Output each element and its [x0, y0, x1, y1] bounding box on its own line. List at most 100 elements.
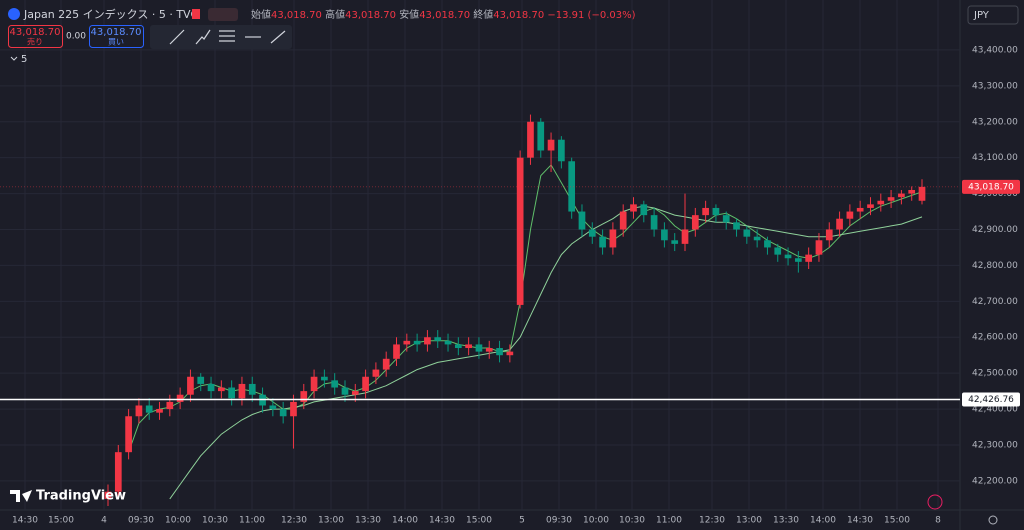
x-tick-label: 13:30 — [355, 516, 381, 526]
toolbar-icons[interactable] — [169, 29, 286, 45]
candle-body — [341, 387, 349, 395]
candle-body — [795, 258, 802, 262]
buy-price: 43,018.70 — [91, 27, 142, 38]
candle-body — [362, 376, 369, 392]
x-tick-label: 14:30 — [12, 516, 38, 526]
candle-body — [609, 229, 617, 248]
x-tick-label: 14:30 — [429, 516, 455, 526]
candle-body — [217, 387, 225, 392]
candle-body — [815, 240, 823, 255]
y-tick-label: 42,400.00 — [972, 405, 1018, 415]
y-tick-label: 43,000.00 — [972, 189, 1018, 199]
candle-body — [558, 139, 565, 162]
candle-body — [537, 121, 545, 151]
x-tick-label: 12:30 — [699, 516, 725, 526]
candle-body — [506, 351, 514, 356]
axes: 42,200.00 42,300.00 42,400.00 42,500.00 42,6… — [12, 45, 1020, 526]
buy-button[interactable] — [89, 25, 144, 48]
candle-body — [630, 204, 637, 212]
candle-body — [887, 197, 895, 201]
last-price-tag — [962, 179, 1020, 194]
y-tick-label: 42,700.00 — [972, 297, 1018, 307]
hline-tag — [962, 392, 1020, 407]
candle-body — [403, 340, 411, 345]
candle-body — [568, 161, 576, 212]
sell-price: 43,018.70 — [10, 27, 61, 38]
candle-body — [238, 383, 246, 399]
candle-body — [145, 405, 153, 413]
drawing-toolbar — [150, 25, 292, 49]
y-tick-label: 43,200.00 — [972, 117, 1018, 127]
candle-body — [867, 204, 874, 208]
candle-body — [712, 207, 720, 216]
candle-body — [393, 344, 400, 359]
candle-body — [279, 409, 287, 417]
candle-body — [248, 383, 256, 395]
symbol-icon — [8, 8, 20, 20]
sell-button[interactable] — [8, 25, 63, 48]
x-tick-label: 12:30 — [281, 516, 307, 526]
x-tick-label: 4 — [101, 516, 107, 526]
candle-body — [516, 157, 524, 305]
candle-body — [207, 383, 215, 392]
x-tick-label: 15:00 — [466, 516, 492, 526]
collapse-icon[interactable] — [10, 56, 18, 61]
candle-body — [805, 254, 813, 262]
candle-body — [176, 394, 184, 402]
ma-line — [128, 164, 923, 453]
y-tick-label: 42,800.00 — [972, 261, 1018, 271]
x-tick-label: 14:30 — [847, 516, 873, 526]
currency-box[interactable] — [967, 5, 1019, 25]
candle-body — [671, 240, 679, 244]
candle-body — [496, 348, 503, 356]
close-label: 終値 — [473, 8, 493, 21]
low: 43,018.70 — [419, 10, 470, 21]
sell-label: 売り — [27, 37, 43, 47]
last-price-label: 43,018.70 — [968, 182, 1014, 192]
y-tick-label: 42,500.00 — [972, 369, 1018, 379]
y-tick-label: 42,300.00 — [972, 440, 1018, 450]
hline-label: 42,426.76 — [968, 395, 1014, 405]
candle-body — [877, 200, 885, 205]
candle-body — [135, 405, 143, 417]
settings-icon[interactable] — [988, 515, 998, 525]
candle-body — [547, 139, 555, 151]
candle-body — [661, 229, 668, 241]
ohlc-line: 始値43,018.70 高値43,018.70 安値43,018.70 終値43… — [251, 8, 636, 21]
candle-body — [444, 340, 452, 345]
y-tick-label: 43,400.00 — [972, 45, 1018, 55]
candle-body — [846, 211, 854, 219]
candle-body — [269, 405, 277, 410]
candle-body — [382, 358, 390, 370]
candle-body — [228, 387, 235, 399]
y-tick-label: 42,600.00 — [972, 333, 1018, 343]
candle-body — [290, 401, 297, 417]
toggle[interactable] — [208, 8, 238, 21]
y-tick-label: 43,300.00 — [972, 81, 1018, 91]
logo: TradingView — [10, 489, 126, 504]
candle-body — [784, 254, 792, 259]
candle-body — [764, 240, 771, 248]
indicator-count: 5 — [21, 54, 27, 65]
x-tick-label: 10:30 — [202, 516, 228, 526]
candle-body — [310, 376, 318, 392]
candle-body — [475, 344, 483, 352]
change: −13.91 (−0.03%) — [547, 10, 635, 21]
candle-body — [104, 491, 112, 499]
x-tick-label: 14:00 — [392, 516, 418, 526]
candle-body — [300, 391, 308, 402]
y-tick-label: 42,200.00 — [972, 476, 1018, 486]
candle-body — [156, 409, 163, 413]
candle-body — [619, 211, 627, 230]
candle-body — [733, 222, 740, 230]
candle-body — [825, 229, 833, 241]
x-tick-label: 13:00 — [318, 516, 344, 526]
candle-body — [351, 391, 359, 395]
alert-icon[interactable] — [927, 494, 943, 510]
candle-body — [753, 236, 761, 241]
spread: 0.00 — [66, 32, 86, 42]
flag-icon[interactable] — [192, 9, 200, 19]
candle-body — [599, 236, 606, 248]
